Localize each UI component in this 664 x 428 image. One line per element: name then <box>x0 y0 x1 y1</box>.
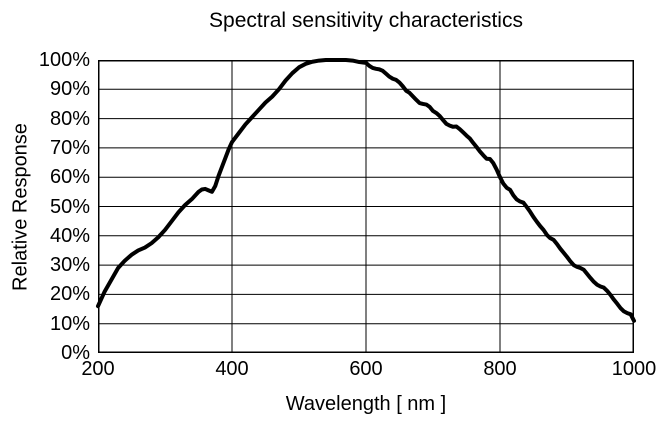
plot-area <box>96 58 636 353</box>
y-tick-label: 100% <box>38 49 90 71</box>
y-tick-label: 50% <box>49 195 90 218</box>
y-tick-label: 60% <box>49 166 90 189</box>
y-tick-label: 0% <box>61 342 90 364</box>
y-tick-label: 10% <box>49 312 90 335</box>
x-tick-label: 600 <box>349 358 383 380</box>
response-curve <box>96 58 636 323</box>
x-tick-label: 200 <box>81 358 115 380</box>
x-tick-label: 400 <box>215 358 249 380</box>
x-axis-label: Wavelength [ nm ] <box>285 393 447 415</box>
y-tick-label: 70% <box>49 136 90 159</box>
y-tick-label: 20% <box>49 283 90 306</box>
y-tick-label: 30% <box>49 254 90 277</box>
plot-frame <box>98 60 634 353</box>
x-tick-label: 800 <box>483 358 517 380</box>
plot-canvas <box>96 58 636 353</box>
x-tick-label: 1000 <box>611 358 657 380</box>
chart-title: Spectral sensitivity characteristics <box>209 9 523 32</box>
y-tick-label: 40% <box>49 224 90 247</box>
y-tick-label: 80% <box>49 107 90 130</box>
y-tick-label: 90% <box>49 78 90 101</box>
